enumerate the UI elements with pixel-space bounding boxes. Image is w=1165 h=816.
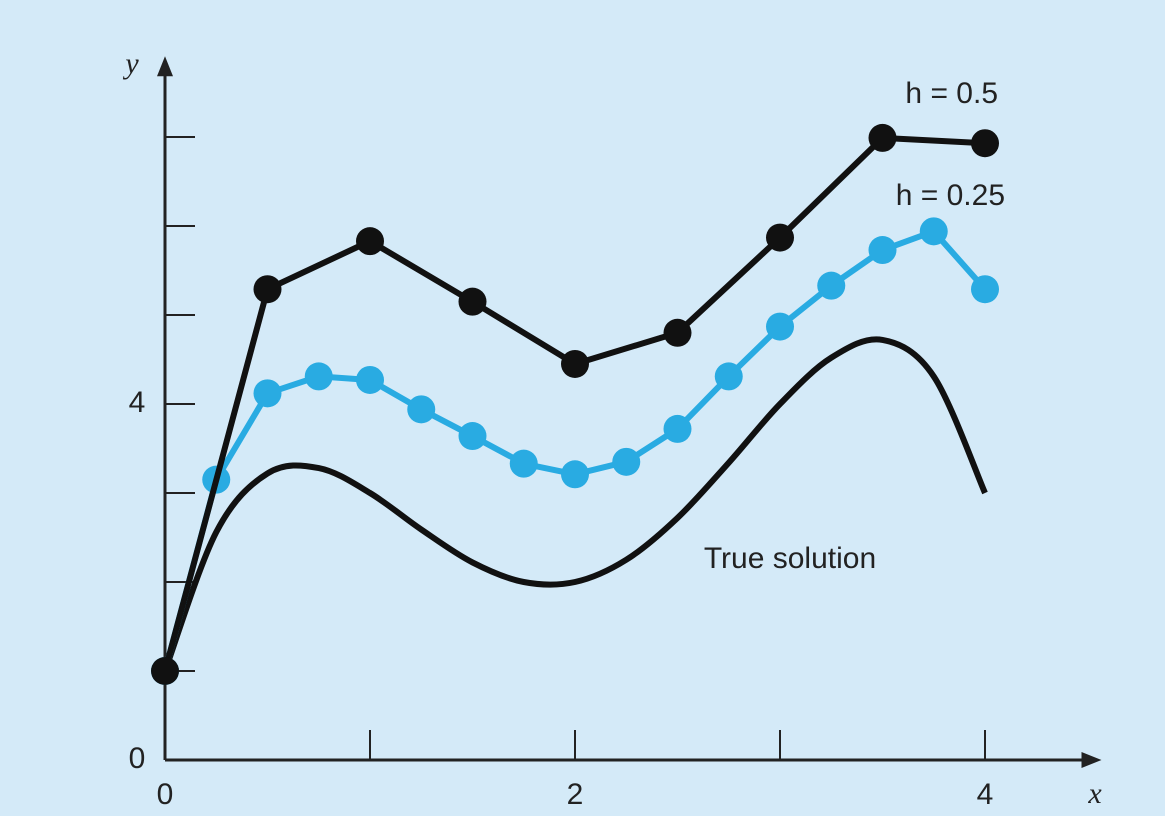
x-tick-label: 2 (567, 778, 584, 811)
y-tick-label: 0 (129, 742, 146, 775)
y-axis-arrow (157, 56, 173, 77)
series-label: h = 0.5 (905, 77, 998, 110)
point (356, 365, 384, 394)
point (561, 460, 589, 489)
point (356, 227, 384, 256)
point (971, 129, 999, 158)
point (868, 236, 897, 265)
y-tick-label: 4 (129, 386, 146, 419)
point (612, 447, 641, 476)
point (407, 395, 436, 424)
point (253, 275, 282, 304)
x-tick-label: 0 (157, 778, 174, 811)
point (663, 318, 692, 347)
point (714, 362, 743, 391)
point (868, 123, 897, 152)
x-tick-label: 4 (977, 778, 994, 811)
point (458, 422, 487, 451)
point (253, 379, 282, 408)
point (919, 217, 948, 246)
series-label: True solution (704, 542, 876, 575)
point (817, 271, 846, 300)
point (766, 223, 794, 252)
point (663, 414, 692, 443)
point (766, 312, 794, 341)
series-label: h = 0.25 (896, 179, 1005, 212)
point (971, 275, 999, 304)
series-line (162, 336, 988, 673)
point (458, 287, 487, 316)
x-axis-label: x (1087, 777, 1102, 810)
point (151, 657, 179, 685)
x-axis-arrow (1081, 752, 1102, 768)
point (509, 449, 538, 478)
y-axis-label: y (122, 47, 139, 80)
point (561, 349, 589, 378)
point (304, 362, 333, 391)
